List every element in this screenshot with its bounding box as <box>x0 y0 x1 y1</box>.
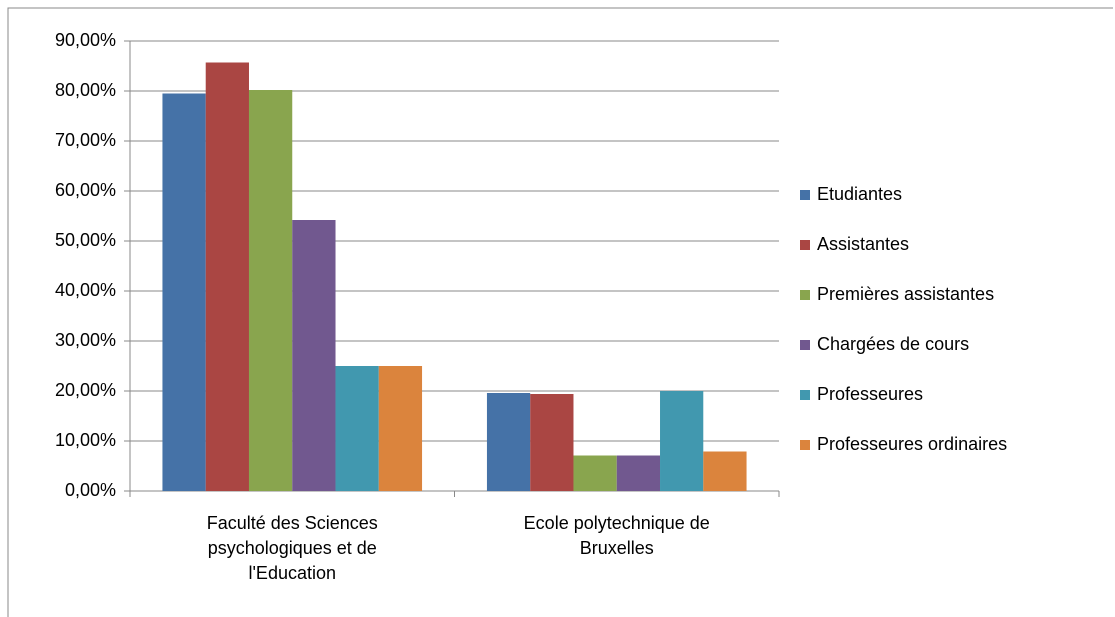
x-tick-label: Faculté des Sciences psychologiques et d… <box>206 513 378 583</box>
y-tick-label: 20,00% <box>55 380 116 400</box>
bar <box>378 366 423 491</box>
y-tick-label: 70,00% <box>55 130 116 150</box>
bar <box>703 451 747 491</box>
y-tick-label: 50,00% <box>55 230 116 250</box>
bar <box>660 391 704 491</box>
y-tick-label: 90,00% <box>55 30 116 50</box>
bar <box>616 455 661 491</box>
bar <box>335 366 379 491</box>
bar <box>162 93 206 491</box>
legend-label: Professeures <box>817 384 923 404</box>
bar <box>530 394 574 491</box>
bar <box>573 455 617 491</box>
legend-swatch <box>800 440 810 450</box>
legend-label: Assistantes <box>817 234 909 254</box>
legend-swatch <box>800 240 810 250</box>
y-tick-label: 0,00% <box>65 480 116 500</box>
y-tick-label: 30,00% <box>55 330 116 350</box>
bar <box>292 220 336 491</box>
chart-border <box>7 7 1113 617</box>
bar <box>248 90 293 491</box>
legend-swatch <box>800 190 810 200</box>
legend-swatch <box>800 390 810 400</box>
bar <box>486 393 531 491</box>
y-tick-label: 40,00% <box>55 280 116 300</box>
y-tick-label: 10,00% <box>55 430 116 450</box>
legend-label: Etudiantes <box>817 184 902 204</box>
y-tick-label: 80,00% <box>55 80 116 100</box>
legend-swatch <box>800 340 810 350</box>
legend-label: Premières assistantes <box>817 284 994 304</box>
y-tick-label: 60,00% <box>55 180 116 200</box>
bar <box>205 62 249 491</box>
legend-label: Professeures ordinaires <box>817 434 1007 454</box>
legend-swatch <box>800 290 810 300</box>
legend-label: Chargées de cours <box>817 334 969 354</box>
x-tick-label: Ecole polytechnique de Bruxelles <box>523 513 710 558</box>
